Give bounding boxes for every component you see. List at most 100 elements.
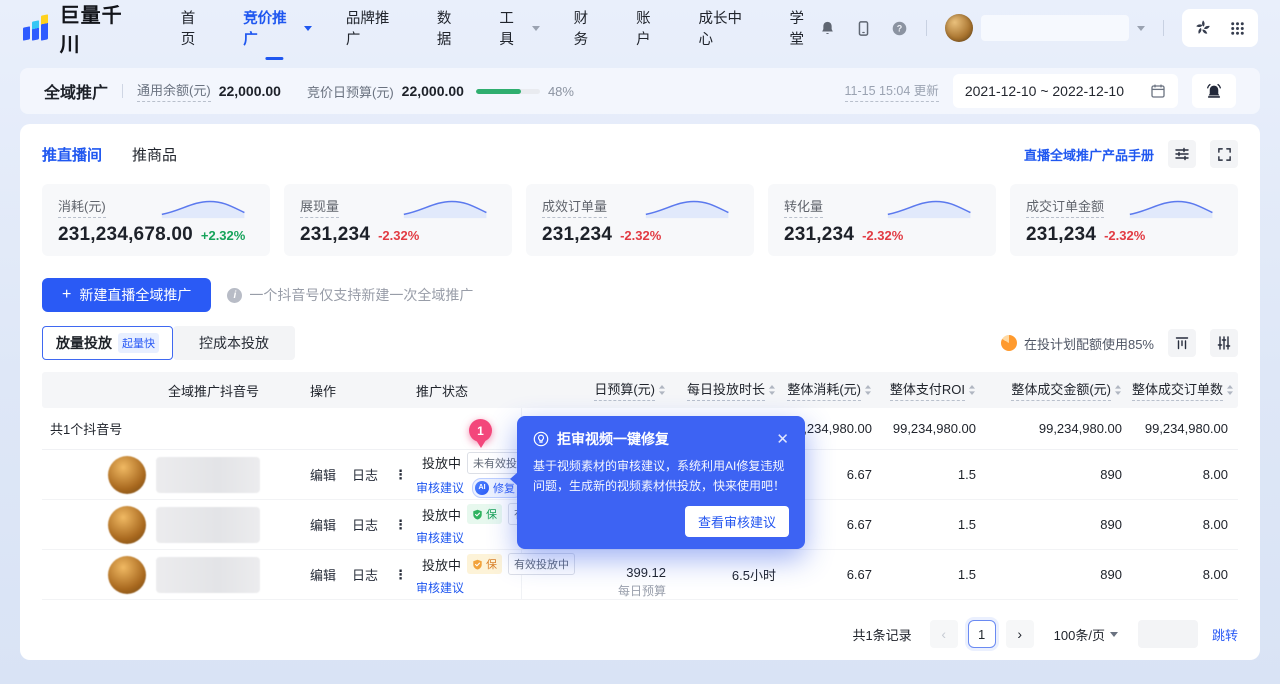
col-ops: 操作 bbox=[310, 383, 337, 399]
sort-icon bbox=[1227, 385, 1234, 395]
alarm-icon bbox=[1205, 82, 1223, 100]
user-name-placeholder bbox=[981, 15, 1129, 41]
budget-progress-pct: 48% bbox=[547, 83, 574, 99]
summary-label: 共1个抖音号 bbox=[50, 422, 123, 437]
next-page-button[interactable]: › bbox=[1005, 620, 1034, 648]
nav-item-finance[interactable]: 财务 bbox=[573, 11, 589, 48]
tab-volume-delivery[interactable]: 放量投放 起量快 bbox=[42, 326, 173, 360]
alert-button[interactable] bbox=[1192, 74, 1236, 108]
pin-tail bbox=[475, 440, 486, 448]
lightbulb-icon bbox=[533, 431, 549, 447]
log-button[interactable]: 日志 bbox=[352, 518, 379, 533]
tab-cost-control-delivery[interactable]: 控成本投放 bbox=[173, 326, 295, 360]
page-number-button[interactable]: 1 bbox=[967, 620, 996, 648]
edit-button[interactable]: 编辑 bbox=[310, 468, 337, 483]
metric-card-conversions[interactable]: 转化量 231,234 -2.32% bbox=[768, 184, 996, 256]
record-count: 共1条记录 bbox=[852, 627, 912, 643]
log-button[interactable]: 日志 bbox=[352, 568, 379, 583]
main-card: 推直播间 推商品 直播全域推广产品手册 消耗(元) 231,234,678.00… bbox=[20, 124, 1260, 660]
ai-icon: AI bbox=[475, 480, 490, 495]
pinwheel-icon[interactable] bbox=[1194, 19, 1212, 37]
balance-value: 22,000.00 bbox=[218, 83, 281, 99]
more-icon[interactable]: ⋮ bbox=[394, 466, 408, 482]
review-suggestion-link[interactable]: 审核建议 bbox=[416, 481, 465, 495]
prev-page-button[interactable]: ‹ bbox=[929, 620, 958, 648]
avatar bbox=[108, 505, 146, 544]
plus-icon: + bbox=[62, 286, 72, 303]
shield-check-icon bbox=[473, 509, 482, 519]
account-name-placeholder bbox=[156, 456, 260, 493]
sub-header: 全域推广 通用余额(元) 22,000.00 竞价日预算(元) 22,000.0… bbox=[20, 68, 1260, 114]
cell-budget[interactable]: 399.12 每日预算 bbox=[521, 550, 676, 599]
edit-button[interactable]: 编辑 bbox=[310, 568, 337, 583]
account-menu[interactable] bbox=[945, 14, 1145, 42]
balance-label: 通用余额(元) bbox=[137, 80, 211, 102]
view-review-suggestion-button[interactable]: 查看审核建议 bbox=[684, 505, 789, 537]
fullscreen-icon[interactable] bbox=[1210, 140, 1238, 168]
nav-item-tools[interactable]: 工具 bbox=[499, 7, 540, 49]
col-consume[interactable]: 整体消耗(元) bbox=[786, 379, 882, 401]
metric-card-effective-orders[interactable]: 成效订单量 231,234 -2.32% bbox=[526, 184, 754, 256]
metric-card-consume[interactable]: 消耗(元) 231,234,678.00 +2.32% bbox=[42, 184, 270, 256]
sort-icon bbox=[769, 385, 775, 395]
create-row: + 新建直播全域推广 i 一个抖音号仅支持新建一次全域推广 bbox=[42, 278, 1238, 312]
log-button[interactable]: 日志 bbox=[352, 468, 379, 483]
nav-item-brand[interactable]: 品牌推广 bbox=[345, 11, 390, 48]
status-tag: 有效投放中 bbox=[508, 553, 576, 575]
review-suggestion-link[interactable]: 审核建议 bbox=[416, 531, 465, 545]
nav-item-account[interactable]: 账户 bbox=[636, 11, 651, 48]
tab-live-room[interactable]: 推直播间 bbox=[42, 146, 103, 164]
mobile-icon[interactable] bbox=[854, 19, 872, 37]
promo-tabs: 推直播间 推商品 直播全域推广产品手册 bbox=[42, 140, 1238, 168]
help-icon[interactable]: ? bbox=[890, 19, 908, 37]
col-duration[interactable]: 每日投放时长 bbox=[676, 379, 786, 401]
campaign-table: 全域推广抖音号 操作 推广状态 日预算(元) 每日投放时长 整体消耗(元) 整体… bbox=[38, 372, 1238, 600]
apps-grid-icon[interactable] bbox=[1228, 19, 1246, 37]
nav-item-growth[interactable]: 成长中心 bbox=[698, 11, 743, 48]
review-suggestion-link[interactable]: 审核建议 bbox=[416, 581, 465, 595]
budget-sub-label: 每日预算 bbox=[617, 584, 666, 598]
close-icon[interactable]: ✕ bbox=[776, 430, 789, 448]
col-budget[interactable]: 日预算(元) bbox=[521, 379, 676, 401]
create-campaign-button[interactable]: + 新建直播全域推广 bbox=[42, 278, 212, 312]
more-icon[interactable]: ⋮ bbox=[394, 516, 408, 532]
metric-card-impressions[interactable]: 展现量 231,234 -2.32% bbox=[284, 184, 512, 256]
vsliders-icon[interactable] bbox=[1210, 329, 1238, 357]
mode-row: 放量投放 起量快 控成本投放 在投计划配额使用85% bbox=[42, 326, 1238, 360]
tab-product[interactable]: 推商品 bbox=[132, 146, 178, 164]
calendar-icon bbox=[1150, 83, 1166, 99]
status-text: 投放中 bbox=[422, 557, 462, 573]
date-range-picker[interactable]: 2021-12-10 ~ 2022-12-10 bbox=[952, 74, 1178, 108]
col-amount[interactable]: 整体成交金额(元) bbox=[986, 379, 1132, 401]
more-icon[interactable]: ⋮ bbox=[394, 566, 408, 582]
nav-item-home[interactable]: 首页 bbox=[180, 11, 196, 48]
nav-item-data[interactable]: 数据 bbox=[436, 11, 452, 48]
nav-item-bidding[interactable]: 竞价推广 bbox=[243, 7, 312, 60]
cell-amount: 890 bbox=[1100, 467, 1122, 482]
jump-page-input[interactable] bbox=[1137, 620, 1198, 648]
sort-icon bbox=[1115, 385, 1121, 395]
divider bbox=[122, 84, 124, 98]
page-size-select[interactable]: 100条/页 bbox=[1054, 625, 1118, 644]
daily-budget-value: 22,000.00 bbox=[401, 83, 464, 99]
manual-link[interactable]: 直播全域推广产品手册 bbox=[1023, 147, 1154, 163]
top-nav: 巨量千川 首页 竞价推广 品牌推广 数据 工具 财务 账户 成长中心 学堂 ? bbox=[0, 0, 1280, 60]
cell-amount: 890 bbox=[1100, 567, 1122, 582]
col-orders[interactable]: 整体成交订单数 bbox=[1132, 379, 1244, 401]
brand[interactable]: 巨量千川 bbox=[22, 0, 143, 57]
summary-roi: 99,234,980.00 bbox=[892, 421, 976, 436]
edit-button[interactable]: 编辑 bbox=[310, 518, 337, 533]
columns-icon[interactable] bbox=[1168, 329, 1196, 357]
jump-button[interactable]: 跳转 bbox=[1211, 627, 1238, 643]
avatar bbox=[108, 555, 146, 594]
divider bbox=[1163, 20, 1164, 36]
metric-cards: 消耗(元) 231,234,678.00 +2.32% 展现量 231,234 -2… bbox=[42, 184, 1238, 256]
metric-card-gmv[interactable]: 成交订单金额 231,234 -2.32% bbox=[1010, 184, 1238, 256]
popup-body: 基于视频素材的审核建议，系统利用AI修复违规问题，生成新的视频素材供投放，快来使… bbox=[533, 459, 786, 493]
nav-item-school[interactable]: 学堂 bbox=[789, 11, 805, 48]
hsliders-icon[interactable] bbox=[1168, 140, 1196, 168]
cell-orders: 8.00 bbox=[1202, 517, 1228, 532]
popup-tail bbox=[510, 472, 518, 486]
col-roi[interactable]: 整体支付ROI bbox=[882, 379, 986, 401]
bell-icon[interactable] bbox=[818, 19, 836, 37]
